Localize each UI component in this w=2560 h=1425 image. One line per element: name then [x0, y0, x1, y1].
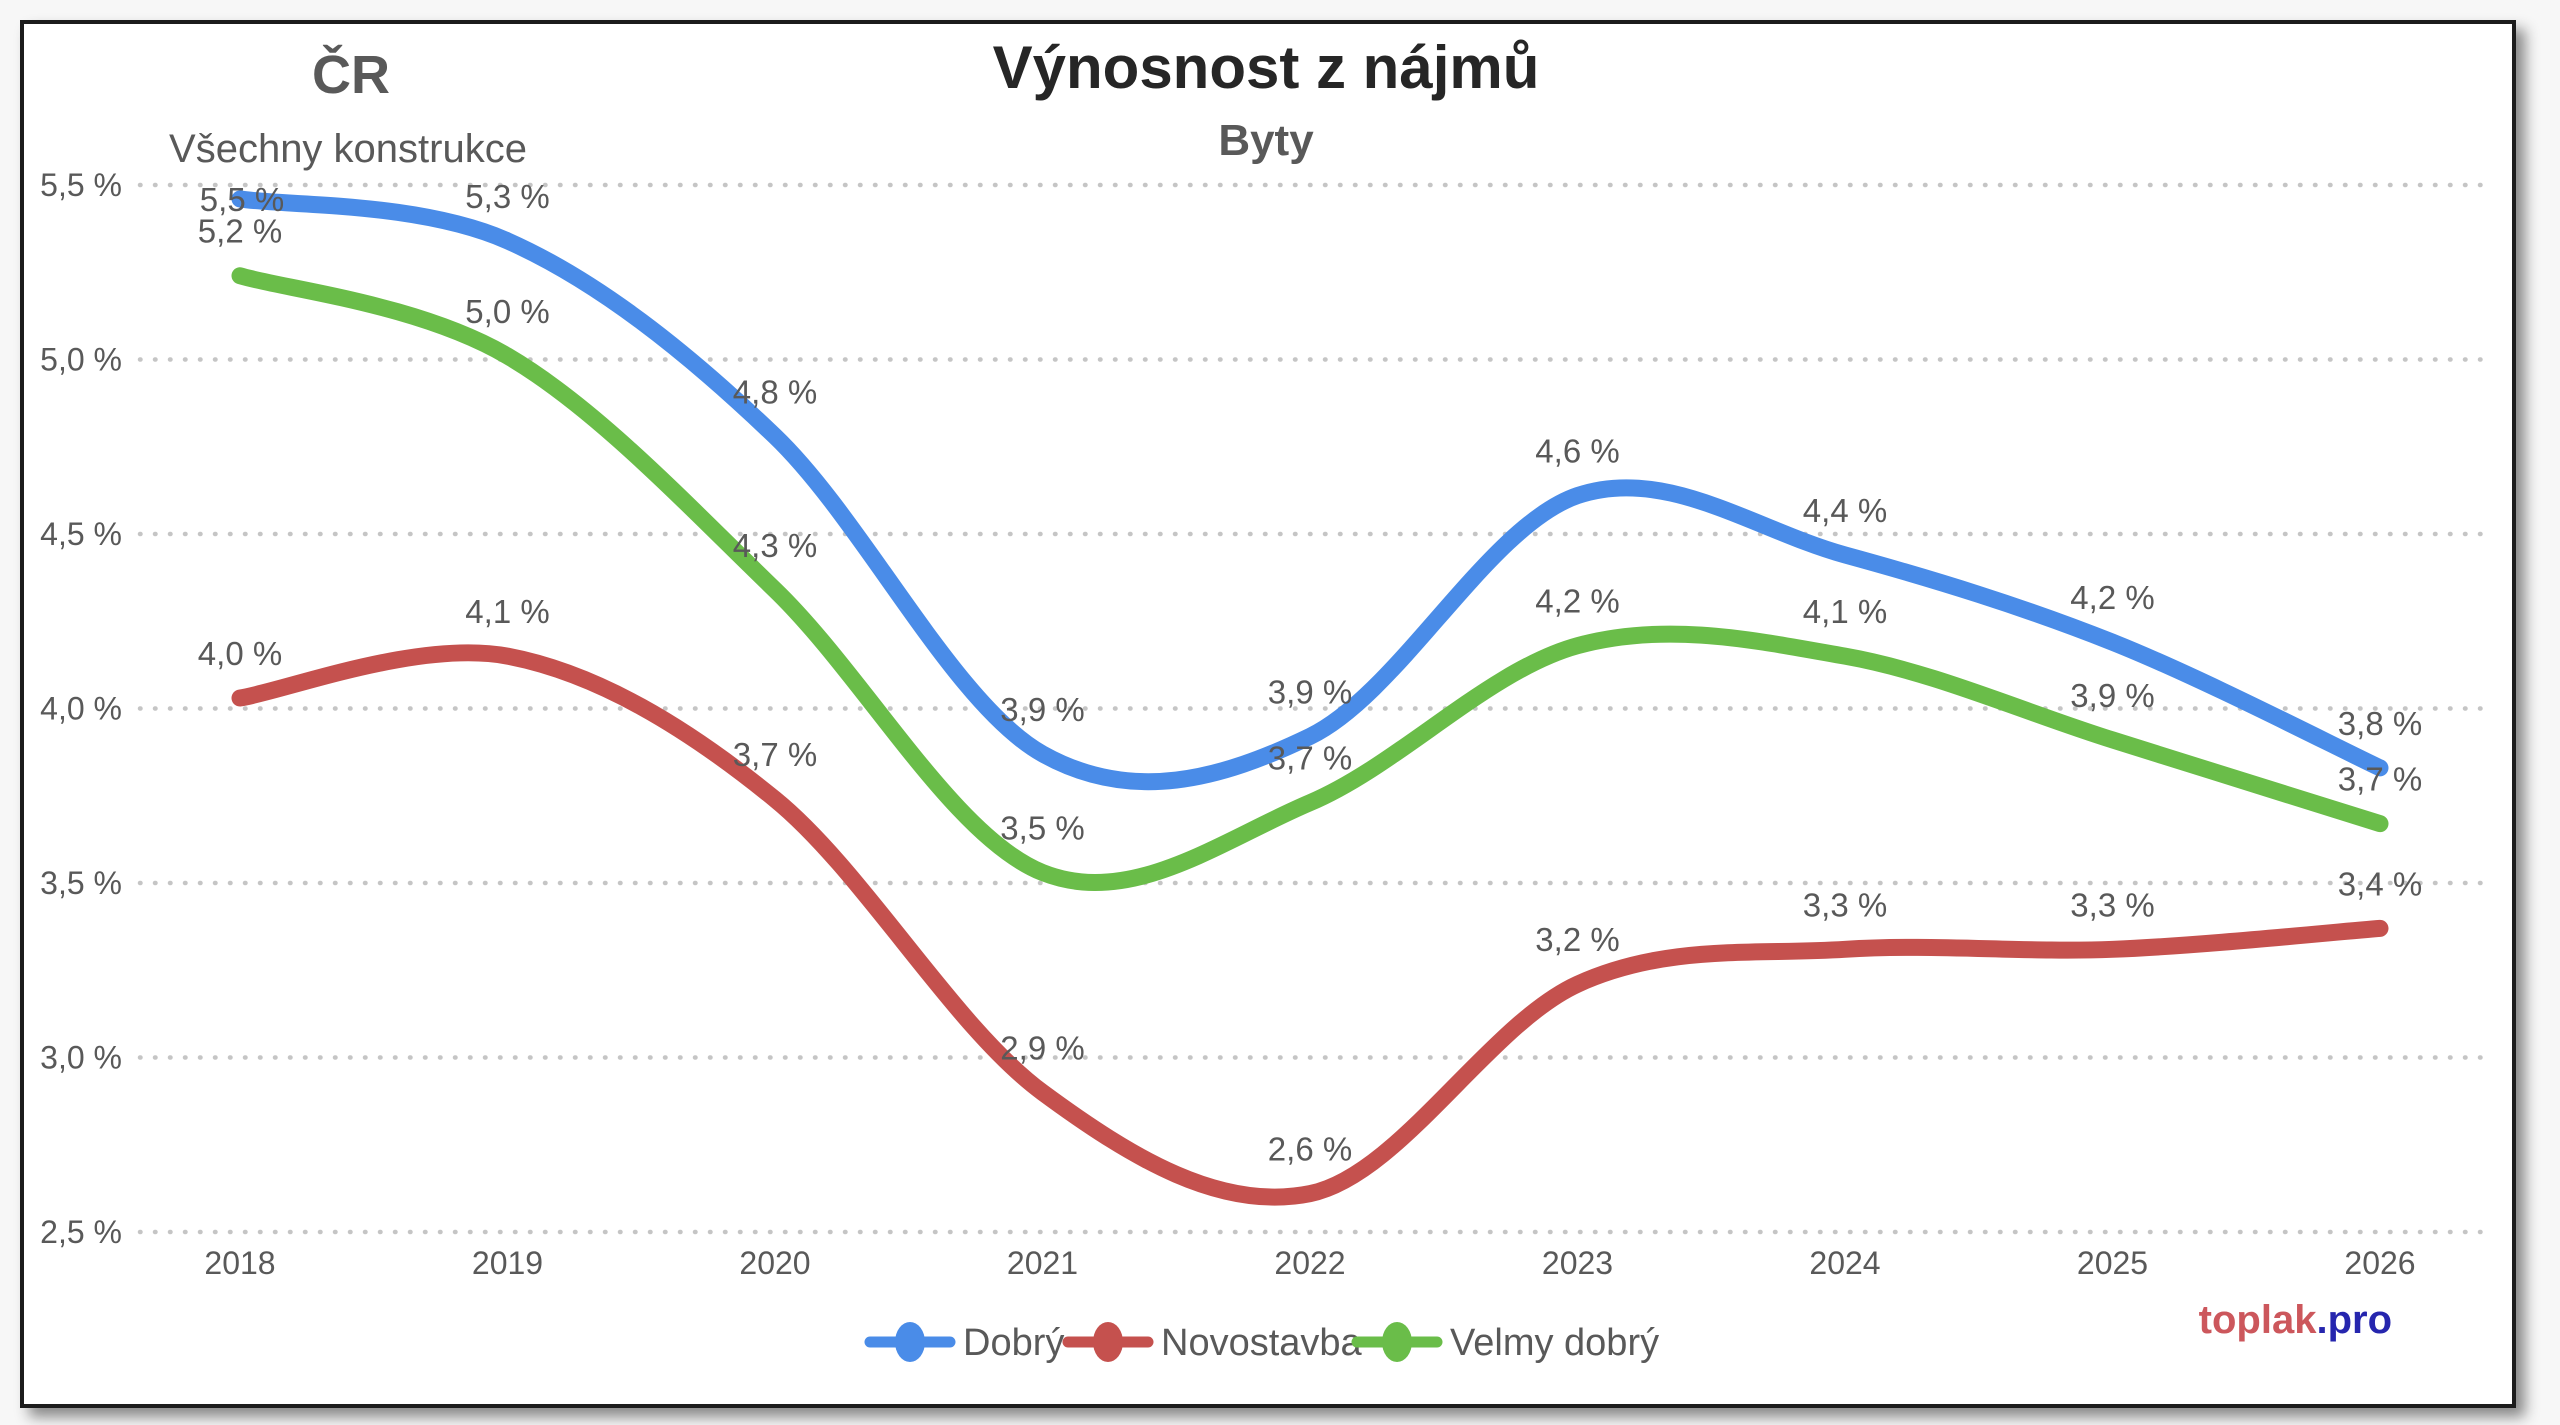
- legend: Dobrý Novostavba Velmy dobrý: [864, 1322, 1659, 1364]
- data-label: 3,9 %: [2070, 677, 2154, 714]
- y-tick-label: 5,0 %: [40, 342, 122, 378]
- branding-logo: toplak.pro: [2199, 1298, 2392, 1342]
- data-label: 3,8 %: [2338, 705, 2422, 742]
- chart-subtitle: Byty: [1218, 116, 1314, 165]
- x-tick-label: 2026: [2344, 1245, 2415, 1281]
- data-label: 5,5 %: [200, 181, 284, 218]
- y-tick-label: 3,0 %: [40, 1040, 122, 1076]
- x-axis-labels: 2018 2019 2020 2021 2022 2023 2024 2025 2026: [204, 1245, 2415, 1281]
- data-label: 5,3 %: [465, 178, 549, 215]
- branding-right: .pro: [2316, 1298, 2392, 1342]
- legend-item-2: Velmy dobrý: [1351, 1322, 1659, 1364]
- branding-left: toplak: [2199, 1298, 2318, 1342]
- data-label: 4,1 %: [1803, 593, 1887, 630]
- legend-item-1: Novostavba: [1062, 1322, 1363, 1364]
- data-label: 3,2 %: [1535, 921, 1619, 958]
- legend-label: Velmy dobrý: [1450, 1322, 1659, 1364]
- data-label: 3,5 %: [1000, 810, 1084, 847]
- legend-label: Novostavba: [1161, 1322, 1363, 1364]
- series-lines: [231, 190, 2389, 1206]
- data-label: 3,7 %: [733, 736, 817, 773]
- legend-marker: [1093, 1322, 1123, 1362]
- region-label: ČR: [312, 44, 390, 105]
- data-label: 3,3 %: [2070, 886, 2154, 923]
- x-tick-label: 2021: [1007, 1245, 1078, 1281]
- gridlines: [137, 182, 2495, 1235]
- data-label: 4,2 %: [2070, 579, 2154, 616]
- data-label: 2,6 %: [1268, 1131, 1352, 1168]
- x-tick-label: 2024: [1809, 1245, 1880, 1281]
- x-tick-label: 2022: [1274, 1245, 1345, 1281]
- data-label: 4,2 %: [1535, 583, 1619, 620]
- data-label: 2,9 %: [1000, 1029, 1084, 1066]
- y-tick-label: 4,0 %: [40, 691, 122, 727]
- legend-item-0: Dobrý: [864, 1322, 1064, 1364]
- data-label: 5,2 %: [198, 213, 282, 250]
- data-label: 4,8 %: [733, 373, 817, 410]
- x-tick-label: 2020: [739, 1245, 810, 1281]
- chart-frame: [20, 20, 2516, 1408]
- series-line-0: [231, 190, 2389, 791]
- data-label: 3,7 %: [2338, 761, 2422, 798]
- series-line-1: [231, 644, 2389, 1206]
- x-tick-label: 2019: [472, 1245, 543, 1281]
- x-tick-label: 2023: [1542, 1245, 1613, 1281]
- data-label: 5,0 %: [465, 293, 549, 330]
- region-sublabel: Všechny konstrukce: [169, 127, 527, 171]
- data-label: 4,6 %: [1535, 433, 1619, 470]
- y-axis-ticks: 5,5 % 5,0 % 4,5 % 4,0 % 3,5 % 3,0 % 2,5 %: [40, 167, 122, 1250]
- y-tick-label: 2,5 %: [40, 1214, 122, 1250]
- legend-marker: [1382, 1322, 1412, 1362]
- data-label: 4,1 %: [465, 593, 549, 630]
- y-tick-label: 4,5 %: [40, 516, 122, 552]
- data-label: 3,4 %: [2338, 865, 2422, 902]
- legend-label: Dobrý: [963, 1322, 1064, 1364]
- legend-marker: [895, 1322, 925, 1362]
- data-label: 4,3 %: [733, 527, 817, 564]
- data-label: 4,0 %: [198, 635, 282, 672]
- y-tick-label: 5,5 %: [40, 167, 122, 203]
- data-label: 3,7 %: [1268, 740, 1352, 777]
- data-label: 3,3 %: [1803, 886, 1887, 923]
- data-label: 3,9 %: [1000, 691, 1084, 728]
- series-line-2: [231, 267, 2389, 891]
- data-labels: 5,5 % 5,3 % 4,8 % 3,9 % 3,9 % 4,6 % 4,4 % 4,2 %…: [198, 178, 2422, 1168]
- data-label: 4,4 %: [1803, 492, 1887, 529]
- x-tick-label: 2018: [204, 1245, 275, 1281]
- y-tick-label: 3,5 %: [40, 865, 122, 901]
- chart-title: Výnosnost z nájmů: [993, 34, 1540, 101]
- data-label: 3,9 %: [1268, 673, 1352, 710]
- x-tick-label: 2025: [2077, 1245, 2148, 1281]
